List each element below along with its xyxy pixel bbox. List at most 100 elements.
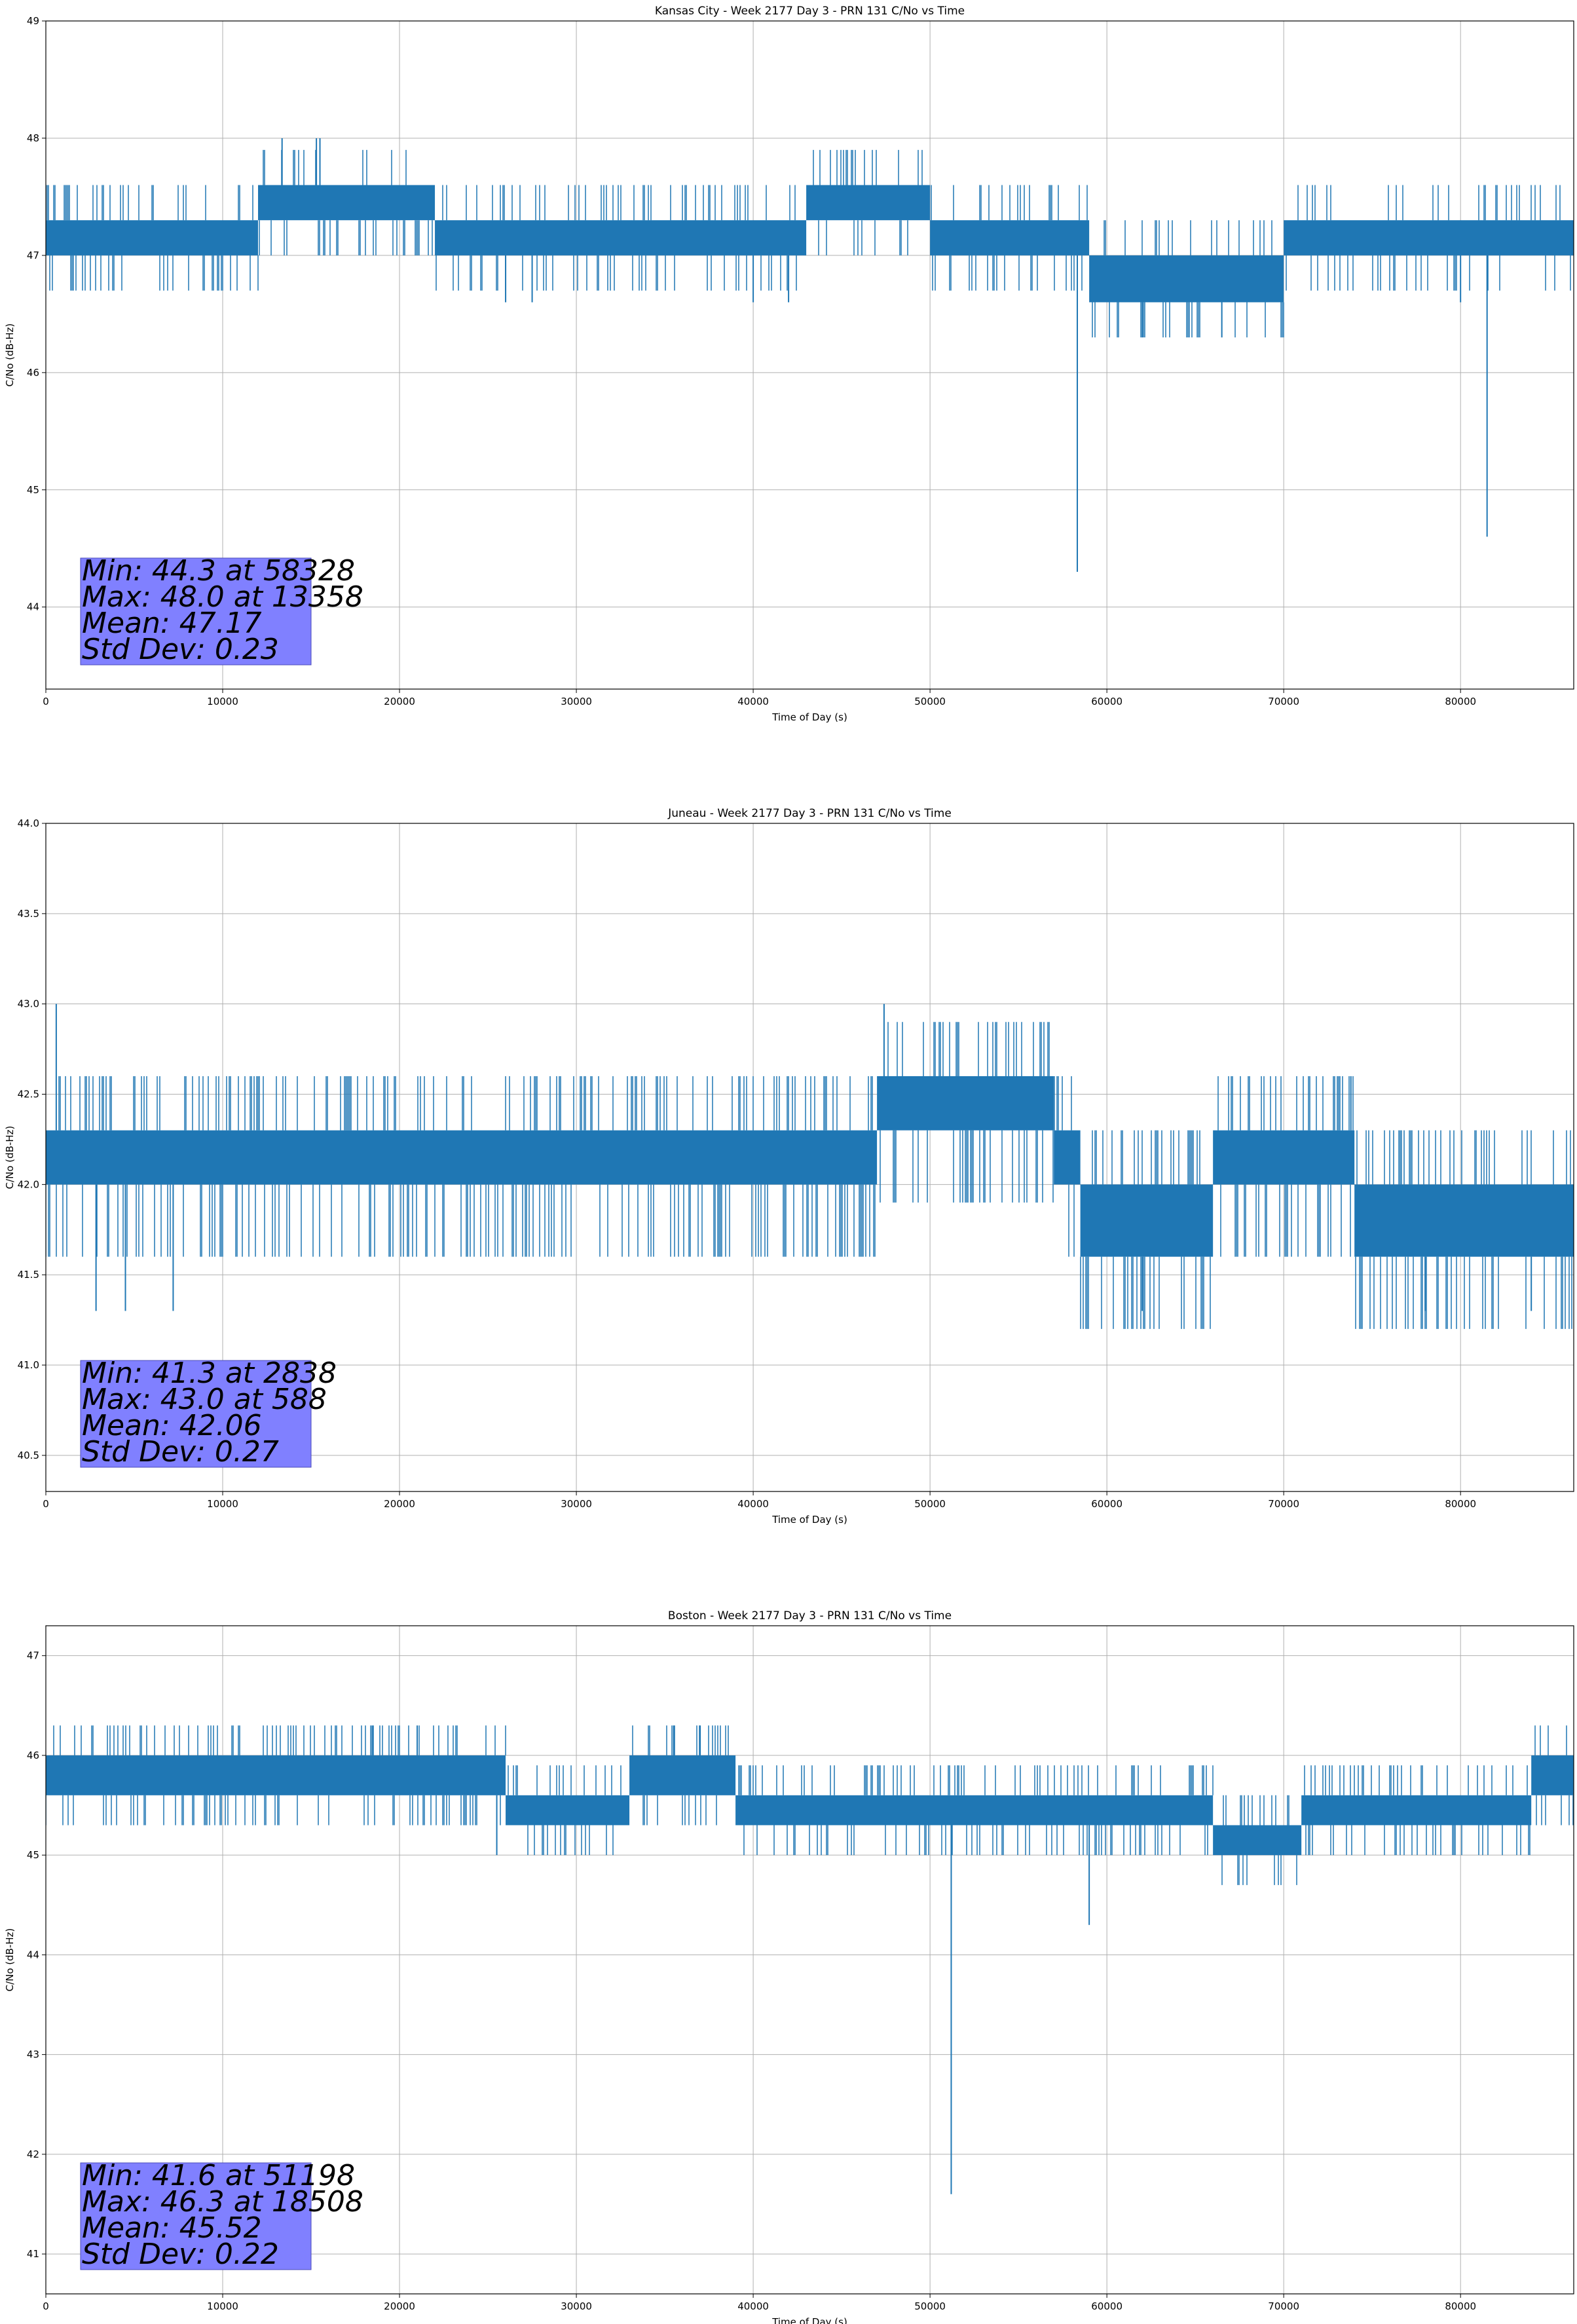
series-band bbox=[930, 220, 1090, 255]
data-layer bbox=[46, 1003, 1574, 1329]
series-band bbox=[735, 1795, 1214, 1826]
series-band bbox=[506, 1795, 630, 1826]
data-layer bbox=[46, 1725, 1574, 2194]
series-band bbox=[1054, 1130, 1081, 1185]
x-tick-label: 50000 bbox=[914, 696, 946, 707]
x-tick-label: 40000 bbox=[737, 2300, 769, 2312]
stats-line: Std Dev: 0.22 bbox=[82, 2238, 279, 2271]
x-tick-label: 0 bbox=[43, 696, 49, 707]
stats-line: Max: 48.0 at 13358 bbox=[82, 580, 363, 614]
y-tick-label: 44 bbox=[27, 601, 39, 613]
series-noise bbox=[46, 1725, 1574, 1885]
x-tick-label: 60000 bbox=[1091, 1498, 1122, 1510]
y-tick-label: 49 bbox=[27, 15, 39, 27]
x-axis-label: Time of Day (s) bbox=[771, 711, 847, 723]
x-tick-label: 30000 bbox=[561, 2300, 592, 2312]
series-noise bbox=[46, 1022, 1572, 1329]
axes-frame bbox=[45, 1625, 1574, 2295]
series-band bbox=[1531, 1755, 1574, 1795]
stats-line: Max: 43.0 at 588 bbox=[82, 1383, 327, 1416]
stats-line: Std Dev: 0.23 bbox=[82, 633, 279, 666]
series-band bbox=[1080, 1184, 1214, 1257]
series-band bbox=[258, 185, 436, 221]
y-tick-label: 42.5 bbox=[18, 1089, 39, 1100]
axes-frame bbox=[45, 20, 1574, 690]
y-axis-label: C/No (dB-Hz) bbox=[4, 324, 16, 387]
x-tick-label: 70000 bbox=[1268, 1498, 1299, 1510]
x-tick-label: 80000 bbox=[1445, 2300, 1476, 2312]
stats-box bbox=[80, 1360, 312, 1468]
series-band bbox=[46, 1130, 878, 1185]
stats-box bbox=[80, 557, 312, 665]
y-tick-label: 42.0 bbox=[18, 1178, 39, 1190]
series-band bbox=[1301, 1795, 1532, 1826]
x-tick-label: 50000 bbox=[914, 1498, 946, 1510]
y-tick-label: 43.0 bbox=[18, 998, 39, 1010]
stats-line: Mean: 45.52 bbox=[82, 2211, 262, 2245]
y-tick-label: 41.0 bbox=[18, 1359, 39, 1371]
x-tick-label: 80000 bbox=[1445, 696, 1476, 707]
y-tick-label: 46 bbox=[27, 1750, 39, 1761]
x-tick-label: 10000 bbox=[207, 2300, 238, 2312]
chart-panel-1: 0 10000 20000 30000 40000 50000 60000 70000 8000… bbox=[4, 5, 1574, 723]
x-tick-label: 0 bbox=[43, 2300, 49, 2312]
series-band bbox=[46, 1755, 506, 1795]
stats-line: Mean: 47.17 bbox=[82, 607, 262, 640]
y-tick-label: 43 bbox=[27, 2049, 39, 2061]
y-tick-label: 48 bbox=[27, 132, 39, 144]
series-band bbox=[806, 185, 931, 221]
series-band bbox=[1284, 220, 1574, 255]
x-tick-label: 20000 bbox=[384, 2300, 415, 2312]
y-tick-label: 42 bbox=[27, 2148, 39, 2160]
x-tick-label: 60000 bbox=[1091, 2300, 1122, 2312]
x-tick-label: 80000 bbox=[1445, 1498, 1476, 1510]
chart-panel-2: 0 10000 20000 30000 40000 50000 60000 70000 8000… bbox=[4, 807, 1574, 1526]
x-tick-label: 30000 bbox=[561, 1498, 592, 1510]
stats-line: Min: 41.3 at 2838 bbox=[82, 1357, 337, 1390]
y-tick-label: 41 bbox=[27, 2248, 39, 2260]
stats-box bbox=[80, 2162, 312, 2270]
series-band bbox=[1213, 1130, 1355, 1185]
chart-title: Kansas City - Week 2177 Day 3 - PRN 131 … bbox=[655, 5, 965, 18]
x-tick-label: 70000 bbox=[1268, 696, 1299, 707]
x-tick-label: 30000 bbox=[561, 696, 592, 707]
stats-line: Mean: 42.06 bbox=[82, 1409, 262, 1442]
x-tick-label: 70000 bbox=[1268, 2300, 1299, 2312]
stats-line: Max: 46.3 at 18508 bbox=[82, 2185, 363, 2219]
x-tick-label: 60000 bbox=[1091, 696, 1122, 707]
chart-panel-3: 0 10000 20000 30000 40000 50000 60000 70000 8000… bbox=[4, 1609, 1574, 2324]
stats-line: Min: 41.6 at 51198 bbox=[82, 2159, 355, 2192]
x-tick-label: 20000 bbox=[384, 696, 415, 707]
y-tick-label: 46 bbox=[27, 367, 39, 379]
y-axis-label: C/No (dB-Hz) bbox=[4, 1928, 16, 1992]
x-axis-label: Time of Day (s) bbox=[771, 2316, 847, 2324]
series-band bbox=[435, 220, 807, 255]
x-tick-label: 10000 bbox=[207, 696, 238, 707]
y-tick-label: 45 bbox=[27, 1849, 39, 1861]
series-band bbox=[629, 1755, 736, 1795]
chart-title: Juneau - Week 2177 Day 3 - PRN 131 C/No … bbox=[667, 807, 952, 820]
data-layer bbox=[46, 138, 1574, 572]
y-tick-label: 44 bbox=[27, 1949, 39, 1960]
x-tick-label: 0 bbox=[43, 1498, 49, 1510]
y-tick-label: 47 bbox=[27, 250, 39, 261]
x-axis-label: Time of Day (s) bbox=[771, 1514, 847, 1526]
x-tick-label: 40000 bbox=[737, 1498, 769, 1510]
series-band bbox=[877, 1076, 1054, 1131]
y-axis-label: C/No (dB-Hz) bbox=[4, 1126, 16, 1190]
series-band bbox=[1354, 1184, 1574, 1257]
x-tick-label: 50000 bbox=[914, 2300, 946, 2312]
stats-line: Min: 44.3 at 58328 bbox=[82, 554, 355, 588]
series-band bbox=[1213, 1825, 1302, 1856]
y-tick-label: 43.5 bbox=[18, 908, 39, 920]
axes-frame bbox=[45, 823, 1574, 1492]
series-band bbox=[1089, 255, 1284, 303]
y-tick-label: 40.5 bbox=[18, 1450, 39, 1461]
chart-title: Boston - Week 2177 Day 3 - PRN 131 C/No … bbox=[668, 1609, 952, 1622]
x-tick-label: 40000 bbox=[737, 696, 769, 707]
x-tick-label: 10000 bbox=[207, 1498, 238, 1510]
x-tick-label: 20000 bbox=[384, 1498, 415, 1510]
y-tick-label: 41.5 bbox=[18, 1269, 39, 1281]
stats-line: Std Dev: 0.27 bbox=[82, 1435, 279, 1469]
